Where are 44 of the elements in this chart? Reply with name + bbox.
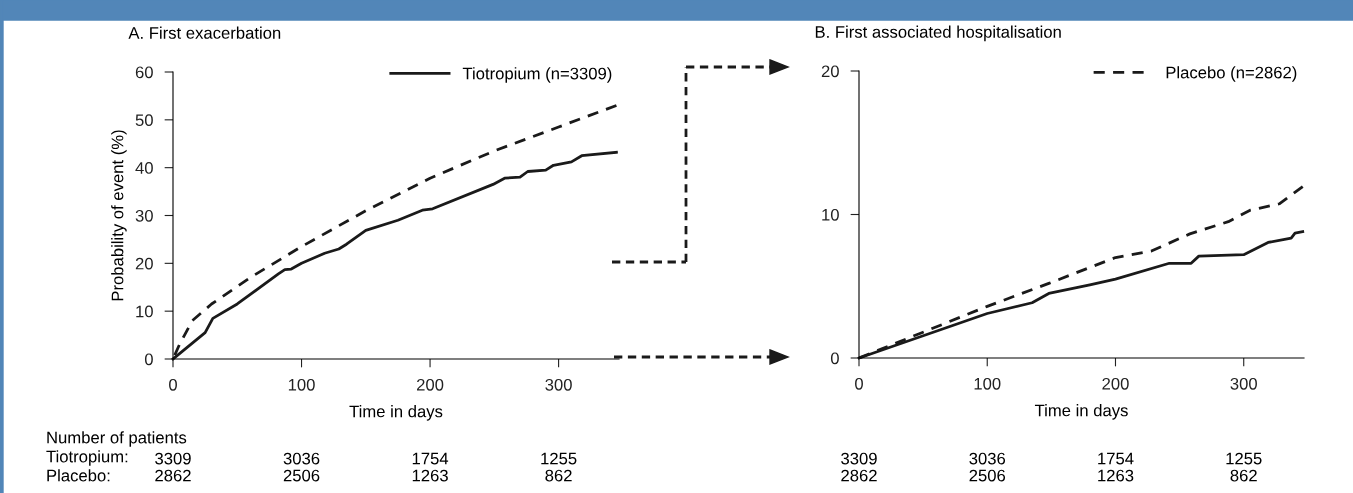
text: 862 bbox=[1230, 469, 1257, 482]
x-tick-label: 200 bbox=[1102, 377, 1129, 390]
y-tick-label: 20 bbox=[821, 65, 839, 78]
text: 3036 bbox=[283, 452, 320, 465]
y-tick-label: 50 bbox=[135, 114, 153, 127]
chart-title: A. First exacerbation bbox=[128, 26, 281, 39]
text: 2506 bbox=[969, 469, 1006, 482]
legend-label: Placebo (n=2862) bbox=[1166, 66, 1297, 82]
y-tick-label: 40 bbox=[135, 162, 153, 174]
y-tick-label: 10 bbox=[822, 208, 839, 221]
y-tick-label: 60 bbox=[135, 66, 153, 79]
text: Tiotropium: bbox=[46, 450, 128, 466]
y-tick-label: 20 bbox=[135, 257, 153, 270]
chart-title: B. First associated hospitalisation bbox=[815, 25, 1061, 42]
y-tick-label: 10 bbox=[136, 305, 153, 318]
x-tick-label: 100 bbox=[288, 378, 315, 391]
x-tick-label: 100 bbox=[974, 377, 1001, 390]
text: 2506 bbox=[283, 469, 320, 482]
y-tick-label: 0 bbox=[830, 352, 839, 365]
x-tick-label: 0 bbox=[855, 377, 863, 390]
text: 1754 bbox=[412, 452, 449, 465]
text: 2862 bbox=[841, 469, 877, 482]
y-tick-label: 30 bbox=[135, 209, 153, 222]
text: 3309 bbox=[155, 452, 191, 465]
text: 1255 bbox=[541, 452, 577, 465]
text: 3309 bbox=[841, 452, 877, 465]
legend-label: Tiotropium (n=3309) bbox=[462, 67, 612, 83]
text: 3036 bbox=[969, 452, 1006, 465]
text: Placebo: bbox=[47, 469, 110, 482]
text: 1263 bbox=[412, 469, 448, 482]
text: 862 bbox=[545, 469, 572, 482]
text: 1263 bbox=[1098, 469, 1134, 482]
x-axis-title: Time in days bbox=[1034, 404, 1128, 420]
x-tick-label: 300 bbox=[545, 378, 572, 391]
text: 1754 bbox=[1098, 452, 1134, 465]
text: Number of patients bbox=[47, 431, 187, 447]
x-tick-label: 300 bbox=[1230, 377, 1257, 390]
text: 2862 bbox=[155, 469, 191, 482]
text: 1255 bbox=[1226, 452, 1262, 465]
x-tick-label: 0 bbox=[169, 378, 177, 391]
x-axis-title: Time in days bbox=[349, 405, 443, 421]
x-tick-label: 200 bbox=[417, 378, 444, 391]
y-axis-title: Probability of event (%) bbox=[111, 130, 127, 301]
y-tick-label: 0 bbox=[144, 353, 153, 366]
